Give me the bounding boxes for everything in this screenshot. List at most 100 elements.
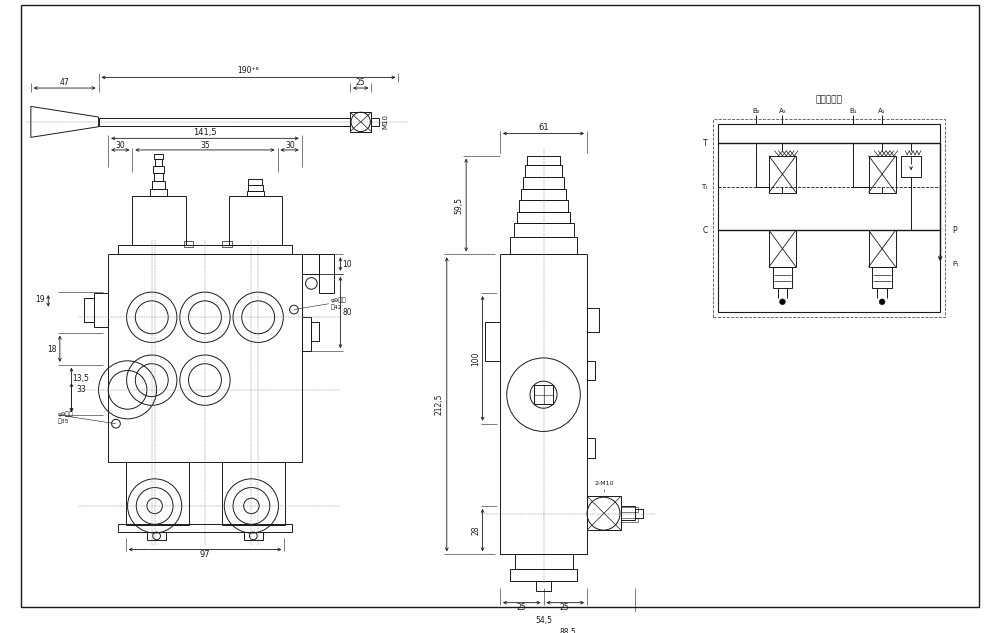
- Bar: [118, 524, 292, 532]
- Bar: [248, 179, 262, 185]
- Bar: [587, 361, 595, 380]
- Text: A₂: A₂: [779, 108, 786, 114]
- Text: 高35: 高35: [58, 418, 70, 423]
- Bar: [587, 308, 599, 332]
- Bar: [769, 230, 796, 267]
- Text: 35: 35: [200, 141, 210, 149]
- Bar: [901, 156, 921, 177]
- Bar: [587, 496, 621, 530]
- Bar: [517, 212, 570, 223]
- Text: A₁: A₁: [878, 108, 886, 114]
- Text: P: P: [953, 226, 957, 235]
- Bar: [773, 267, 792, 288]
- Bar: [153, 166, 164, 173]
- Bar: [247, 191, 264, 196]
- Bar: [155, 159, 162, 166]
- Bar: [514, 223, 574, 237]
- Bar: [713, 119, 945, 317]
- Bar: [510, 237, 577, 254]
- Text: 80: 80: [342, 308, 352, 317]
- Bar: [319, 254, 334, 293]
- Text: C: C: [703, 226, 708, 235]
- Bar: [521, 189, 566, 200]
- Bar: [635, 509, 643, 518]
- Bar: [118, 245, 292, 254]
- Text: 13,5: 13,5: [73, 373, 90, 383]
- Bar: [311, 322, 319, 341]
- Text: 88,5: 88,5: [559, 628, 576, 633]
- Bar: [869, 230, 896, 267]
- Bar: [99, 118, 350, 126]
- Bar: [621, 506, 635, 520]
- Bar: [621, 518, 638, 522]
- Bar: [510, 569, 577, 581]
- Text: 61: 61: [538, 123, 549, 132]
- Bar: [222, 241, 232, 247]
- Bar: [94, 293, 108, 327]
- Text: 33: 33: [76, 385, 86, 394]
- Text: 高42: 高42: [331, 305, 342, 310]
- Bar: [718, 124, 940, 313]
- Text: 190⁺⁸: 190⁺⁸: [238, 66, 259, 75]
- Text: 2-M10: 2-M10: [595, 481, 614, 486]
- Text: 30: 30: [285, 141, 295, 149]
- Bar: [534, 385, 553, 404]
- Text: 28: 28: [471, 525, 480, 535]
- Bar: [371, 118, 379, 126]
- Circle shape: [780, 299, 785, 304]
- Bar: [587, 438, 595, 458]
- Bar: [126, 462, 189, 525]
- Bar: [302, 317, 311, 351]
- Text: T: T: [703, 139, 708, 147]
- Text: 10: 10: [342, 260, 352, 268]
- Text: φ9通孔: φ9通孔: [58, 411, 74, 417]
- Bar: [154, 173, 163, 181]
- Text: 液压原理图: 液压原理图: [815, 95, 842, 104]
- Text: 212,5: 212,5: [435, 394, 444, 415]
- Text: 25: 25: [560, 603, 570, 612]
- Bar: [621, 507, 638, 511]
- Bar: [872, 267, 892, 288]
- Text: φ9通孔: φ9通孔: [331, 297, 346, 303]
- Text: 25: 25: [516, 603, 526, 612]
- Text: 19: 19: [36, 296, 45, 304]
- Bar: [150, 189, 167, 196]
- Text: B₁: B₁: [849, 108, 857, 114]
- Bar: [222, 462, 285, 525]
- Bar: [515, 555, 573, 569]
- Text: 100: 100: [471, 352, 480, 366]
- Bar: [132, 196, 186, 245]
- Bar: [536, 581, 551, 591]
- Bar: [527, 156, 560, 165]
- Text: 30: 30: [115, 141, 125, 149]
- Bar: [229, 196, 282, 245]
- Bar: [500, 254, 587, 555]
- Text: M10: M10: [383, 115, 389, 129]
- Bar: [147, 532, 166, 540]
- Text: 18: 18: [47, 345, 57, 354]
- Bar: [485, 322, 500, 361]
- Bar: [519, 200, 568, 212]
- Bar: [184, 241, 193, 247]
- Bar: [244, 532, 263, 540]
- Bar: [869, 156, 896, 192]
- Text: 59,5: 59,5: [454, 197, 463, 213]
- Text: T₁: T₁: [701, 184, 708, 190]
- Bar: [302, 254, 319, 273]
- Bar: [154, 154, 163, 159]
- Circle shape: [879, 299, 885, 304]
- Text: 141,5: 141,5: [193, 128, 217, 137]
- Text: B₂: B₂: [753, 108, 760, 114]
- Text: 47: 47: [60, 78, 70, 87]
- Text: 54,5: 54,5: [535, 615, 552, 625]
- Bar: [523, 177, 564, 189]
- Bar: [350, 112, 371, 132]
- Bar: [248, 185, 263, 191]
- Text: P₁: P₁: [953, 261, 960, 267]
- Bar: [525, 165, 562, 177]
- Text: 25: 25: [356, 78, 366, 87]
- Text: 97: 97: [200, 550, 210, 559]
- Bar: [84, 298, 94, 322]
- Bar: [108, 254, 302, 462]
- Bar: [769, 156, 796, 192]
